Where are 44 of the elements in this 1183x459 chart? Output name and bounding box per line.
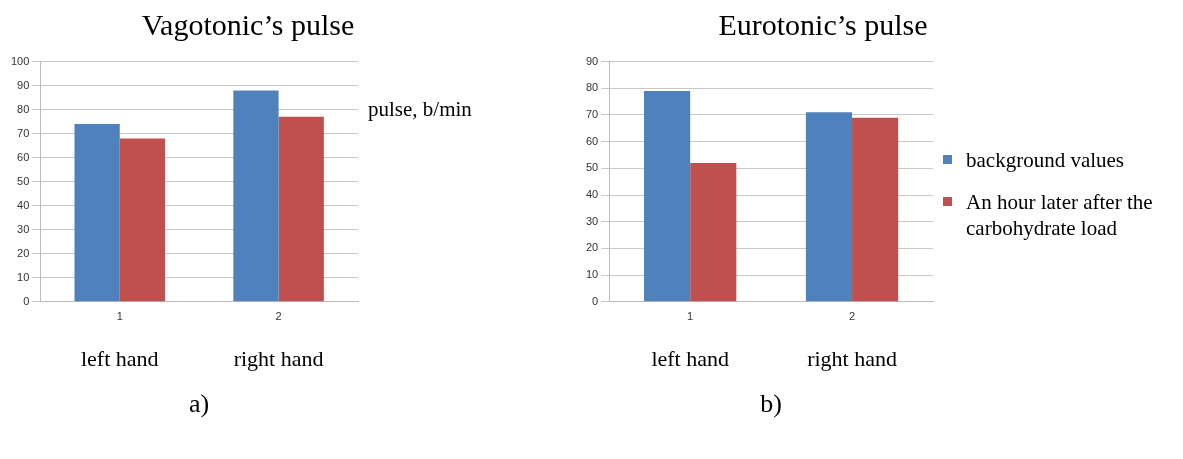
text: left hand	[80, 345, 159, 371]
bar	[852, 117, 899, 302]
text: b)	[760, 388, 782, 418]
bar	[233, 90, 279, 302]
y-tick-label: 60	[585, 134, 599, 147]
y-tick-label: 50	[17, 174, 30, 187]
legend-label: background values	[966, 147, 1125, 173]
y-tick-label: 60	[17, 150, 30, 163]
y-tick-label: 20	[585, 241, 599, 254]
x-tick-label: 2	[849, 310, 856, 323]
y-tick-label: 0	[592, 294, 599, 307]
bar	[278, 116, 324, 302]
y-tick-label: 70	[585, 108, 599, 121]
y-tick-label: 100	[10, 54, 30, 67]
y-tick-label: 10	[585, 268, 599, 281]
chart-title: Eurotonic’s pulse	[717, 8, 929, 43]
y-tick-label: 20	[17, 246, 30, 259]
y-tick-label: 80	[585, 81, 599, 94]
bar	[690, 163, 737, 302]
y-tick-label: 0	[23, 294, 30, 307]
text: pulse, b/min	[368, 97, 473, 122]
y-tick-label: 30	[17, 222, 30, 235]
y-tick-label: 10	[17, 270, 30, 283]
text: left hand	[651, 345, 729, 371]
y-tick-label: 30	[585, 214, 599, 227]
x-tick-label: 1	[687, 310, 694, 323]
chart-title: Vagotonic’s pulse	[140, 8, 356, 43]
y-tick-label: 90	[17, 78, 30, 91]
legend-label: An hour later after the carbohydrate load	[966, 189, 1153, 241]
x-tick-label: 1	[116, 310, 123, 323]
text: a)	[189, 388, 210, 418]
bar	[644, 90, 691, 302]
bar	[119, 138, 166, 302]
y-tick-label: 90	[585, 54, 599, 67]
y-tick-label: 80	[17, 102, 30, 115]
x-tick-label: 2	[275, 310, 282, 323]
bar	[805, 112, 853, 302]
y-tick-label: 40	[585, 188, 599, 201]
text: right hand	[807, 345, 897, 371]
bar	[74, 124, 120, 302]
y-tick-label: 70	[17, 126, 30, 139]
y-tick-label: 40	[17, 198, 30, 211]
text: right hand	[233, 345, 324, 371]
y-tick-label: 50	[585, 161, 599, 174]
